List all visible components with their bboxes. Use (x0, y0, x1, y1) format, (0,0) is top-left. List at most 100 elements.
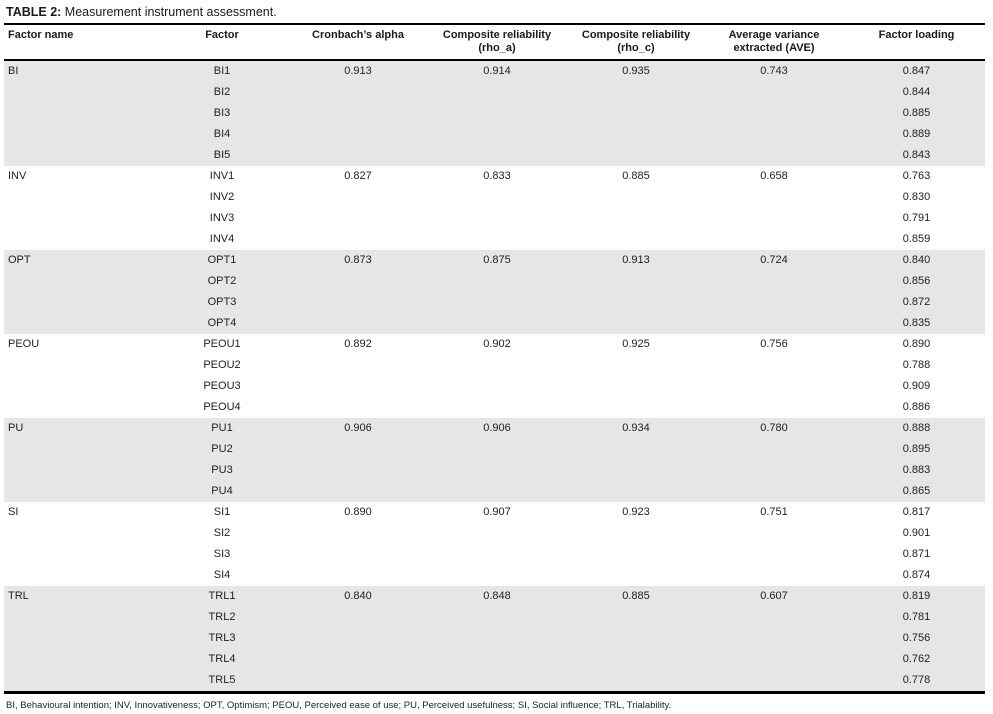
factor-cell: PEOU2 (203, 359, 241, 371)
table-row: BI2 0.844 (4, 82, 985, 103)
factor-name-cell (4, 145, 150, 166)
factor-loading-cell: 0.856 (848, 271, 985, 292)
table-row: SI4 0.874 (4, 565, 985, 586)
factor-name-cell (4, 103, 150, 124)
rho-a-cell (422, 229, 572, 250)
factor-cell: PU3 (150, 460, 294, 481)
rho-a-cell (422, 523, 572, 544)
table-row: BI3 0.885 (4, 103, 985, 124)
table-row: INV INV1 0.827 0.833 0.885 0.658 0.763 (4, 166, 985, 187)
table-row: SI3 0.871 (4, 544, 985, 565)
ave-cell: 0.658 (760, 170, 788, 182)
col-header-average-variance-extracted: Average variance extracted (AVE) (700, 24, 848, 61)
rho-a-cell (422, 82, 572, 103)
rho-c-cell (572, 229, 700, 250)
rho-a-cell (422, 481, 572, 502)
factor-name-cell (4, 628, 150, 649)
cronbachs-alpha-cell (294, 124, 422, 145)
cronbachs-alpha-cell (294, 271, 422, 292)
factor-cell: TRL3 (150, 628, 294, 649)
rho-a-cell (422, 271, 572, 292)
rho-c-cell (572, 607, 700, 628)
table-title: TABLE 2: Measurement instrument assessme… (6, 5, 993, 20)
ave-cell (700, 124, 848, 145)
cronbachs-alpha-cell: 0.913 (294, 60, 422, 82)
factor-name-cell (4, 376, 150, 397)
rho-c-cell: 0.925 (622, 338, 650, 350)
rho-a-cell (422, 208, 572, 229)
ave-cell (700, 376, 848, 397)
factor-loading-cell: 0.791 (902, 212, 931, 224)
rho-c-cell (572, 397, 700, 418)
ave-cell (700, 229, 848, 250)
rho-a-cell (422, 397, 572, 418)
rho-a-cell (422, 313, 572, 334)
ave-cell (700, 145, 848, 166)
rho-c-cell: 0.885 (622, 170, 650, 182)
factor-loading-cell: 0.885 (848, 103, 985, 124)
ave-cell (700, 544, 848, 565)
factor-cell: TRL5 (150, 670, 294, 693)
ave-cell (700, 523, 848, 544)
table-footnote: BI, Behavioural intention; INV, Innovati… (6, 700, 672, 711)
factor-cell: OPT4 (150, 313, 294, 334)
rho-a-cell: 0.907 (483, 506, 511, 518)
factor-name-cell (4, 523, 150, 544)
cronbachs-alpha-cell (294, 397, 422, 418)
factor-loading-cell: 0.817 (902, 506, 931, 518)
cronbachs-alpha-cell (294, 355, 422, 376)
rho-a-cell (422, 292, 572, 313)
rho-a-cell: 0.902 (483, 338, 511, 350)
cronbachs-alpha-cell: 0.840 (294, 586, 422, 607)
cronbachs-alpha-cell (294, 670, 422, 693)
cronbachs-alpha-cell (294, 544, 422, 565)
factor-name-cell (4, 313, 150, 334)
factor-name-cell (4, 271, 150, 292)
cronbachs-alpha-cell (294, 628, 422, 649)
rho-a-cell (422, 607, 572, 628)
rho-c-cell (572, 103, 700, 124)
ave-cell: 0.724 (700, 250, 848, 271)
factor-cell: OPT2 (150, 271, 294, 292)
rho-c-cell: 0.923 (622, 506, 650, 518)
factor-loading-cell: 0.874 (902, 569, 931, 581)
factor-cell: SI4 (213, 569, 231, 581)
table-row: BI5 0.843 (4, 145, 985, 166)
rho-a-cell: 0.848 (422, 586, 572, 607)
factor-loading-cell: 0.886 (902, 401, 931, 413)
ave-cell: 0.751 (760, 506, 788, 518)
cronbachs-alpha-cell (294, 313, 422, 334)
ave-cell (700, 271, 848, 292)
col-header-factor: Factor (150, 24, 294, 61)
table-row: SI2 0.901 (4, 523, 985, 544)
cronbachs-alpha-cell (294, 481, 422, 502)
table-row: OPT3 0.872 (4, 292, 985, 313)
table-number-label: TABLE 2: (6, 5, 62, 19)
factor-name-cell (4, 439, 150, 460)
table-row: PEOU PEOU1 0.892 0.902 0.925 0.756 0.890 (4, 334, 985, 355)
factor-name-cell (4, 481, 150, 502)
factor-loading-cell: 0.843 (848, 145, 985, 166)
factor-loading-cell: 0.872 (848, 292, 985, 313)
rho-a-cell: 0.914 (422, 60, 572, 82)
table-row: INV2 0.830 (4, 187, 985, 208)
factor-loading-cell: 0.835 (848, 313, 985, 334)
rho-c-cell (572, 187, 700, 208)
factor-cell: PEOU1 (203, 338, 241, 350)
factor-cell: PU2 (150, 439, 294, 460)
ave-cell (700, 103, 848, 124)
factor-name-cell (4, 82, 150, 103)
ave-cell: 0.607 (700, 586, 848, 607)
factor-cell: OPT1 (150, 250, 294, 271)
factor-cell: BI2 (150, 82, 294, 103)
rho-a-cell (422, 124, 572, 145)
factor-cell: BI1 (150, 60, 294, 82)
table-row: BI BI1 0.913 0.914 0.935 0.743 0.847 (4, 60, 985, 82)
factor-loading-cell: 0.859 (902, 233, 931, 245)
factor-name-cell (4, 187, 150, 208)
factor-cell: BI5 (150, 145, 294, 166)
rho-c-cell (572, 565, 700, 586)
ave-cell (700, 439, 848, 460)
ave-cell (700, 481, 848, 502)
rho-c-cell (572, 82, 700, 103)
